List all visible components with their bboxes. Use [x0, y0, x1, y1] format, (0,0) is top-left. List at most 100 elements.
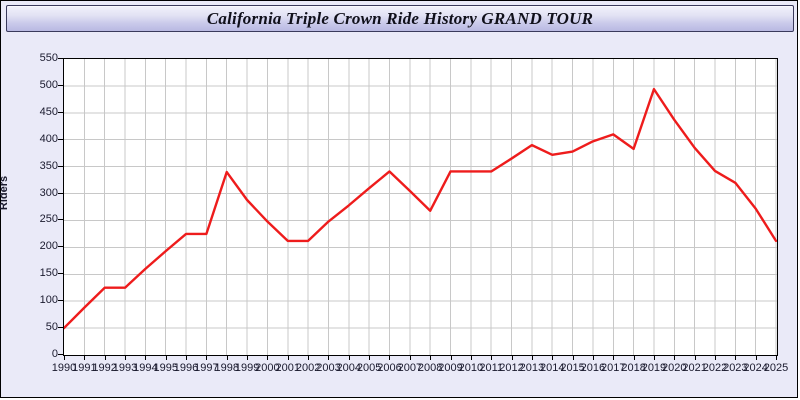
x-tick-mark [84, 355, 85, 360]
x-axis-tick-marks [63, 355, 778, 361]
x-tick-label: 1997 [194, 362, 219, 374]
x-tick-mark [573, 355, 574, 360]
x-tick-label: 2020 [662, 362, 687, 374]
y-tick-mark [58, 193, 63, 194]
x-tick-label: 2018 [621, 362, 646, 374]
x-tick-mark [349, 355, 350, 360]
y-axis-title: Riders [0, 175, 11, 211]
x-tick-mark [613, 355, 614, 360]
y-tick-mark [58, 85, 63, 86]
y-tick-label: 250 [39, 213, 58, 226]
x-tick-mark [695, 355, 696, 360]
x-tick-mark [532, 355, 533, 360]
x-tick-mark [186, 355, 187, 360]
x-tick-label: 2021 [682, 362, 707, 374]
y-tick-mark [58, 139, 63, 140]
x-tick-mark [552, 355, 553, 360]
x-tick-label: 2005 [356, 362, 382, 374]
y-tick-label: 500 [39, 78, 58, 91]
x-tick-mark [105, 355, 106, 360]
x-tick-label: 2022 [702, 362, 728, 374]
x-tick-label: 2009 [438, 362, 463, 374]
x-tick-label: 2010 [458, 362, 484, 374]
x-tick-label: 2023 [723, 362, 748, 374]
x-tick-mark [654, 355, 655, 360]
x-tick-mark [308, 355, 309, 360]
x-tick-label: 2011 [479, 362, 504, 374]
x-tick-mark [328, 355, 329, 360]
x-tick-mark [491, 355, 492, 360]
x-tick-mark [756, 355, 757, 360]
x-tick-label: 2012 [499, 362, 524, 374]
y-tick-label: 50 [45, 321, 58, 334]
x-axis-tick-labels: 1990 1991 1992 1993 1994 1995 1996 1997 1998 1999… [52, 362, 788, 378]
x-tick-label: 2017 [601, 362, 626, 374]
x-tick-mark [430, 355, 431, 360]
y-tick-label: 350 [39, 159, 58, 172]
x-tick-mark [512, 355, 513, 360]
x-tick-mark [593, 355, 594, 360]
x-tick-label: 2004 [336, 362, 362, 374]
y-tick-mark [58, 354, 63, 355]
x-tick-mark [674, 355, 675, 360]
y-tick-label: 0 [51, 348, 58, 360]
x-tick-mark [288, 355, 289, 360]
x-tick-label: 2025 [763, 362, 789, 374]
y-tick-label: 300 [39, 186, 58, 199]
x-tick-mark [227, 355, 228, 360]
x-tick-mark [145, 355, 146, 360]
x-tick-mark [369, 355, 370, 360]
y-tick-mark [58, 246, 63, 247]
x-tick-label: 2015 [560, 362, 585, 374]
x-tick-label: 1994 [133, 362, 158, 374]
x-tick-label: 2016 [580, 362, 606, 374]
plot-area [63, 58, 778, 356]
grid-lines [64, 59, 777, 355]
y-tick-label: 550 [39, 52, 58, 64]
x-tick-mark [451, 355, 452, 360]
x-tick-mark [410, 355, 411, 360]
x-tick-mark [634, 355, 635, 360]
y-tick-mark [58, 273, 63, 274]
y-axis-tick-marks [58, 58, 64, 355]
x-tick-label: 1993 [112, 362, 138, 374]
y-tick-mark [58, 219, 63, 220]
x-tick-mark [389, 355, 390, 360]
x-tick-label: 1999 [234, 362, 260, 374]
page-title: California Triple Crown Ride History GRA… [206, 8, 594, 28]
x-tick-label: 2014 [539, 362, 565, 374]
x-tick-label: 2000 [255, 362, 280, 374]
x-tick-label: 2008 [417, 362, 443, 374]
x-tick-label: 1996 [173, 362, 199, 374]
x-tick-label: 2007 [397, 362, 423, 374]
x-tick-mark [64, 355, 65, 360]
y-tick-mark [58, 166, 63, 167]
x-tick-mark [166, 355, 167, 360]
y-tick-mark [58, 112, 63, 113]
x-tick-label: 2013 [519, 362, 545, 374]
y-tick-mark [58, 300, 63, 301]
x-tick-label: 2006 [377, 362, 402, 374]
x-tick-label: 1992 [92, 362, 117, 374]
x-tick-label: 2019 [641, 362, 667, 374]
x-tick-label: 2024 [743, 362, 768, 374]
x-tick-label: 1990 [51, 362, 77, 374]
chart-title-bar: California Triple Crown Ride History GRA… [6, 5, 794, 32]
x-tick-mark [715, 355, 716, 360]
y-tick-label: 200 [39, 240, 58, 253]
x-tick-mark [206, 355, 207, 360]
x-tick-label: 1995 [153, 362, 178, 374]
y-axis-tick-labels: 0 50 100 150 200 250 300 350 400 450 500 550 [22, 52, 58, 360]
x-tick-mark [471, 355, 472, 360]
x-tick-label: 2001 [275, 362, 301, 374]
y-tick-label: 150 [39, 267, 58, 280]
y-tick-mark [58, 327, 63, 328]
x-tick-label: 2002 [295, 362, 321, 374]
x-tick-mark [776, 355, 777, 360]
y-tick-label: 400 [39, 132, 58, 145]
chart-body: Riders 0 50 100 150 200 250 300 350 400 450 500 550… [0, 35, 794, 394]
x-tick-mark [247, 355, 248, 360]
y-tick-label: 450 [39, 105, 58, 118]
y-tick-mark [58, 58, 63, 59]
x-tick-mark [735, 355, 736, 360]
